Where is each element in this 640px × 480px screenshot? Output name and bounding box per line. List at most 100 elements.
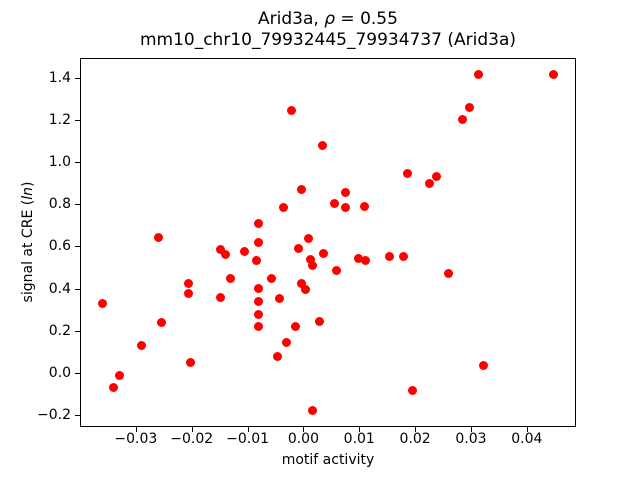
data-point: [240, 246, 250, 256]
data-point: [308, 261, 318, 271]
data-point: [399, 251, 409, 261]
data-point: [296, 184, 306, 194]
chart-title: Arid3a, ρ = 0.55: [80, 9, 576, 30]
y-tick-mark: [75, 119, 80, 121]
data-point: [184, 278, 194, 288]
data-point: [332, 266, 342, 276]
data-point: [254, 297, 264, 307]
data-point: [278, 203, 288, 213]
y-tick-label: 1.2: [48, 111, 71, 128]
data-point: [330, 199, 340, 209]
y-tick-mark: [75, 77, 80, 79]
data-point: [253, 238, 263, 248]
chart-title-prefix: Arid3a,: [258, 9, 325, 29]
data-point: [360, 201, 370, 211]
y-tick-label: 0.2: [48, 322, 71, 339]
data-point: [360, 255, 370, 265]
y-tick-label: −0.2: [37, 407, 71, 424]
data-point: [315, 316, 325, 326]
chart-title-suffix: = 0.55: [335, 9, 398, 29]
x-tick-label: −0.03: [114, 431, 158, 447]
data-point: [114, 371, 124, 381]
x-tick-label: 0.02: [399, 431, 431, 447]
data-point: [300, 284, 310, 294]
x-tick-label: 0.01: [343, 431, 375, 447]
y-tick-label: 0.0: [48, 365, 71, 382]
x-tick-mark: [470, 427, 472, 432]
y-axis-label-suffix: ): [20, 181, 36, 188]
y-tick-mark: [75, 246, 80, 248]
x-tick-label: −0.01: [226, 431, 270, 447]
data-point: [267, 273, 277, 283]
y-tick-mark: [75, 288, 80, 290]
data-point: [431, 171, 441, 181]
data-point: [287, 106, 297, 116]
x-tick-mark: [303, 427, 305, 432]
y-tick-mark: [75, 330, 80, 332]
data-point: [254, 310, 264, 320]
x-tick-mark: [247, 427, 249, 432]
y-tick-mark: [75, 161, 80, 163]
y-axis-label-italic: ln: [20, 187, 36, 200]
x-tick-label: 0.03: [455, 431, 487, 447]
data-point: [157, 317, 167, 327]
data-point: [425, 178, 435, 188]
data-point: [186, 358, 196, 367]
data-point: [306, 254, 316, 264]
data-point: [281, 337, 291, 347]
x-tick-mark: [526, 427, 528, 432]
data-point: [273, 351, 283, 361]
data-point: [254, 284, 264, 294]
data-point: [443, 268, 453, 278]
data-point: [319, 248, 329, 258]
y-tick-label: 0.4: [48, 280, 71, 297]
data-point: [97, 298, 107, 308]
y-tick-label: 1.4: [48, 69, 71, 86]
data-point: [474, 70, 484, 80]
data-point: [136, 341, 146, 351]
data-point: [549, 70, 559, 80]
data-point: [478, 361, 488, 371]
data-point: [297, 279, 307, 289]
x-tick-label: −0.02: [170, 431, 214, 447]
data-point: [253, 322, 263, 332]
data-point: [153, 233, 163, 243]
data-point: [184, 289, 194, 299]
data-point: [216, 245, 226, 255]
data-point: [317, 140, 327, 150]
y-tick-label: 0.8: [48, 196, 71, 213]
y-tick-mark: [75, 415, 80, 417]
chart-subtitle: mm10_chr10_79932445_79934737 (Arid3a): [139, 30, 517, 50]
chart-title-rho-symbol: ρ: [324, 9, 336, 29]
data-point: [275, 294, 285, 304]
y-tick-mark: [75, 204, 80, 206]
data-point: [464, 103, 474, 112]
data-point: [109, 383, 118, 393]
x-axis-label: motif activity: [281, 452, 375, 468]
data-point: [341, 203, 351, 213]
data-point: [252, 256, 261, 266]
plot-area: [80, 58, 576, 427]
x-tick-label: 0.00: [287, 431, 319, 447]
y-axis-label: signal at CRE (ln): [20, 182, 36, 303]
data-point: [354, 253, 364, 263]
data-point: [221, 249, 231, 259]
y-tick-label: 0.6: [48, 238, 71, 255]
data-point: [216, 292, 226, 302]
data-point: [408, 385, 418, 395]
y-tick-mark: [75, 373, 80, 375]
data-point: [253, 218, 263, 228]
data-point: [226, 274, 236, 284]
x-tick-mark: [191, 427, 193, 432]
data-point: [303, 234, 313, 244]
data-point: [384, 251, 394, 261]
data-point: [307, 405, 317, 415]
x-tick-label: 0.04: [511, 431, 543, 447]
x-tick-mark: [359, 427, 361, 432]
data-point: [403, 168, 413, 178]
data-point: [340, 187, 350, 197]
data-point: [293, 243, 303, 253]
y-tick-label: 1.0: [48, 153, 71, 170]
x-tick-mark: [135, 427, 137, 432]
